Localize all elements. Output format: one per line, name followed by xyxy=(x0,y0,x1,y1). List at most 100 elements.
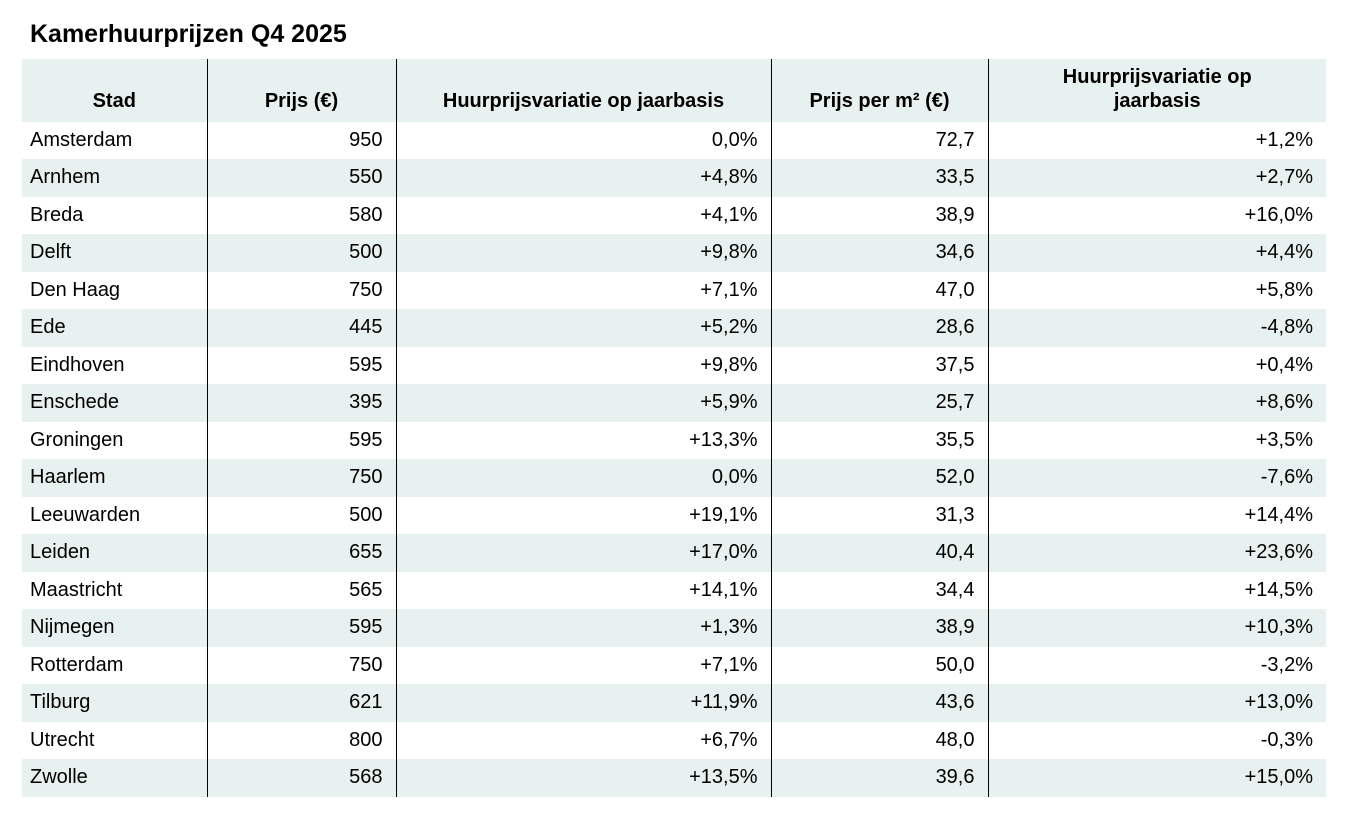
value-cell: 655 xyxy=(206,534,396,572)
value-cell: -0,3% xyxy=(987,721,1326,759)
header-row: Stad Prijs (€) Huurprijsvariatie op jaar… xyxy=(22,58,1326,122)
value-cell: +9,8% xyxy=(395,346,771,384)
value-cell: +10,3% xyxy=(987,609,1326,647)
city-cell: Tilburg xyxy=(30,691,91,714)
value-cell: 950 xyxy=(206,121,396,159)
table-row: Breda 580 +4,1% 38,9 +16,0% xyxy=(22,196,1326,234)
value-cell: 595 xyxy=(206,609,396,647)
city-cell: Enschede xyxy=(30,391,119,414)
value-cell: 0,0% xyxy=(395,121,771,159)
value-cell: 595 xyxy=(206,346,396,384)
table-body: Amsterdam 950 0,0% 72,7 +1,2% Arnhem 550 +4,8% 3… xyxy=(22,121,1326,797)
value-cell: +4,4% xyxy=(987,234,1326,272)
table-row: Leeuwarden 500 +19,1% 31,3 +14,4% xyxy=(22,496,1326,534)
value-cell: +4,1% xyxy=(395,196,771,234)
column-header-prijs-per-m2: Prijs per m² (€) xyxy=(770,58,988,122)
value-cell: 28,6 xyxy=(770,309,988,347)
value-cell: +14,1% xyxy=(395,571,771,609)
table-row: Delft 500 +9,8% 34,6 +4,4% xyxy=(22,234,1326,272)
table-row: Amsterdam 950 0,0% 72,7 +1,2% xyxy=(22,121,1326,159)
value-cell: 34,4 xyxy=(770,571,988,609)
value-cell: 750 xyxy=(206,646,396,684)
value-cell: 445 xyxy=(206,309,396,347)
city-cell: Utrecht xyxy=(30,728,95,751)
column-header-huurprijsvariatie: Huurprijsvariatie op jaarbasis xyxy=(395,58,771,122)
table-row: Leiden 655 +17,0% 40,4 +23,6% xyxy=(22,534,1326,572)
value-cell: +0,4% xyxy=(987,346,1326,384)
page-container: Kamerhuurprijzen Q4 2025 Stad Prijs (€) … xyxy=(22,20,1326,797)
value-cell: 31,3 xyxy=(770,496,988,534)
table-row: Maastricht 565 +14,1% 34,4 +14,5% xyxy=(22,571,1326,609)
value-cell: +4,8% xyxy=(395,159,771,197)
value-cell: +5,8% xyxy=(987,271,1326,309)
table-row: Utrecht 800 +6,7% 48,0 -0,3% xyxy=(22,721,1326,759)
value-cell: 34,6 xyxy=(770,234,988,272)
column-header-huurprijsvariatie-m2: Huurprijsvariatie op jaarbasis xyxy=(987,58,1326,122)
table-row: Nijmegen 595 +1,3% 38,9 +10,3% xyxy=(22,609,1326,647)
city-cell: Leeuwarden xyxy=(30,503,141,526)
rent-prices-table: Stad Prijs (€) Huurprijsvariatie op jaar… xyxy=(22,58,1326,797)
value-cell: 580 xyxy=(206,196,396,234)
city-cell: Ede xyxy=(30,316,66,339)
value-cell: 395 xyxy=(206,384,396,422)
city-cell: Delft xyxy=(30,241,72,264)
value-cell: +16,0% xyxy=(987,196,1326,234)
column-header-stad: Stad xyxy=(22,58,207,122)
value-cell: 52,0 xyxy=(770,459,988,497)
value-cell: 750 xyxy=(206,459,396,497)
value-cell: +13,3% xyxy=(395,421,771,459)
city-cell: Haarlem xyxy=(30,466,106,489)
value-cell: +5,9% xyxy=(395,384,771,422)
value-cell: 33,5 xyxy=(770,159,988,197)
table-row: Ede 445 +5,2% 28,6 -4,8% xyxy=(22,309,1326,347)
value-cell: 500 xyxy=(206,234,396,272)
city-cell: Leiden xyxy=(30,541,91,564)
city-cell: Arnhem xyxy=(30,166,101,189)
value-cell: +23,6% xyxy=(987,534,1326,572)
value-cell: +3,5% xyxy=(987,421,1326,459)
value-cell: +1,2% xyxy=(987,121,1326,159)
table-header: Stad Prijs (€) Huurprijsvariatie op jaar… xyxy=(22,58,1326,122)
value-cell: +9,8% xyxy=(395,234,771,272)
value-cell: 72,7 xyxy=(770,121,988,159)
value-cell: 25,7 xyxy=(770,384,988,422)
table-row: Groningen 595 +13,3% 35,5 +3,5% xyxy=(22,421,1326,459)
value-cell: 500 xyxy=(206,496,396,534)
value-cell: 37,5 xyxy=(770,346,988,384)
value-cell: 47,0 xyxy=(770,271,988,309)
city-cell: Zwolle xyxy=(30,766,88,789)
value-cell: +17,0% xyxy=(395,534,771,572)
value-cell: -3,2% xyxy=(987,646,1326,684)
value-cell: +1,3% xyxy=(395,609,771,647)
value-cell: +5,2% xyxy=(395,309,771,347)
city-cell: Breda xyxy=(30,203,84,226)
value-cell: 50,0 xyxy=(770,646,988,684)
city-cell: Amsterdam xyxy=(30,128,133,151)
value-cell: 565 xyxy=(206,571,396,609)
table-row: Den Haag 750 +7,1% 47,0 +5,8% xyxy=(22,271,1326,309)
city-cell: Groningen xyxy=(30,428,124,451)
city-cell: Eindhoven xyxy=(30,353,125,376)
table-row: Eindhoven 595 +9,8% 37,5 +0,4% xyxy=(22,346,1326,384)
value-cell: 595 xyxy=(206,421,396,459)
column-header-huurprijsvariatie-m2-label: Huurprijsvariatie op jaarbasis xyxy=(1062,65,1252,112)
value-cell: 43,6 xyxy=(770,684,988,722)
value-cell: +2,7% xyxy=(987,159,1326,197)
value-cell: +15,0% xyxy=(987,759,1326,797)
value-cell: 568 xyxy=(206,759,396,797)
city-cell: Maastricht xyxy=(30,578,123,601)
table-row: Rotterdam 750 +7,1% 50,0 -3,2% xyxy=(22,646,1326,684)
page-title: Kamerhuurprijzen Q4 2025 xyxy=(30,20,347,48)
value-cell: +8,6% xyxy=(987,384,1326,422)
value-cell: 35,5 xyxy=(770,421,988,459)
value-cell: 39,6 xyxy=(770,759,988,797)
city-cell: Rotterdam xyxy=(30,653,124,676)
value-cell: 38,9 xyxy=(770,609,988,647)
value-cell: 0,0% xyxy=(395,459,771,497)
value-cell: +7,1% xyxy=(395,271,771,309)
value-cell: +14,4% xyxy=(987,496,1326,534)
table-row: Enschede 395 +5,9% 25,7 +8,6% xyxy=(22,384,1326,422)
value-cell: +6,7% xyxy=(395,721,771,759)
value-cell: 800 xyxy=(206,721,396,759)
value-cell: +11,9% xyxy=(395,684,771,722)
